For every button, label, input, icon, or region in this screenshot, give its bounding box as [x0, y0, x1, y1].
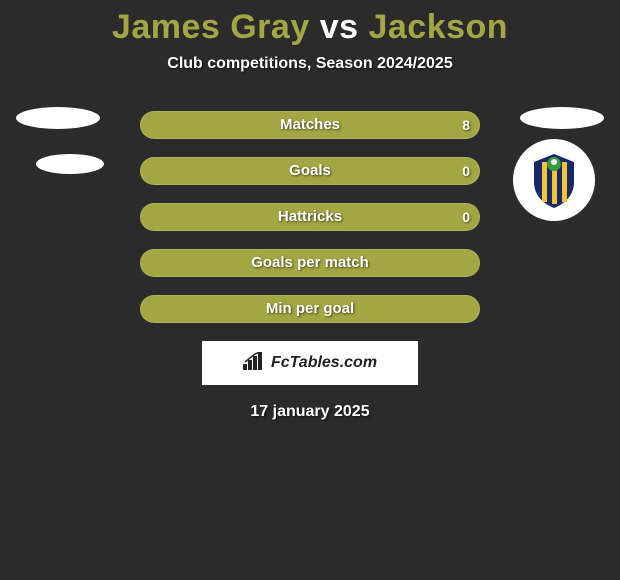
subtitle: Club competitions, Season 2024/2025	[0, 55, 620, 73]
stat-label: Hattricks	[140, 203, 480, 231]
stat-row-goals_per_match: Goals per match	[0, 249, 620, 277]
stat-label: Min per goal	[140, 295, 480, 323]
stat-row-goals: 0Goals	[0, 157, 620, 185]
stat-label: Goals	[140, 157, 480, 185]
fctables-logo[interactable]: FcTables.com	[202, 341, 418, 385]
player1-name: James Gray	[112, 8, 310, 46]
player1-badge-small	[36, 154, 104, 174]
stat-row-hattricks: 0Hattricks	[0, 203, 620, 231]
stats-area: 8Matches 0Goals 0Hattricks Goals per match M…	[0, 111, 620, 323]
player2-name: Jackson	[368, 8, 508, 46]
stat-label: Matches	[140, 111, 480, 139]
page-title: James Gray vs Jackson	[0, 0, 620, 47]
stat-bar: Goals per match	[140, 249, 480, 277]
logo-box: FcTables.com	[0, 341, 620, 385]
player2-badge	[520, 107, 604, 129]
logo-text: FcTables.com	[271, 354, 377, 372]
stat-bar: 0Goals	[140, 157, 480, 185]
stat-bar: 8Matches	[140, 111, 480, 139]
vs-text: vs	[320, 8, 359, 46]
stat-row-matches: 8Matches	[0, 111, 620, 139]
chart-icon	[243, 352, 265, 375]
stat-bar: Min per goal	[140, 295, 480, 323]
date-text: 17 january 2025	[0, 403, 620, 421]
stat-row-min_per_goal: Min per goal	[0, 295, 620, 323]
stat-bar: 0Hattricks	[140, 203, 480, 231]
player1-badge	[16, 107, 100, 129]
stat-label: Goals per match	[140, 249, 480, 277]
